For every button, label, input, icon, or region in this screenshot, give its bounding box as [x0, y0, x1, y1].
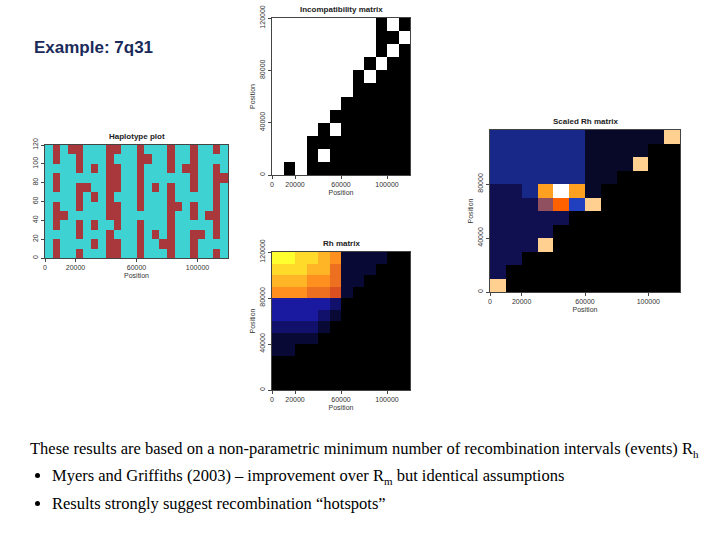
svg-text:0: 0: [270, 396, 274, 403]
svg-text:Incompatibility matrix: Incompatibility matrix: [300, 5, 383, 14]
svg-text:Position: Position: [329, 404, 354, 411]
svg-text:40000: 40000: [259, 112, 266, 132]
svg-text:0: 0: [488, 298, 492, 305]
svg-text:120000: 120000: [259, 5, 266, 28]
svg-text:Position: Position: [249, 308, 256, 333]
svg-text:Scaled Rh matrix: Scaled Rh matrix: [553, 117, 618, 126]
html-text:Example: 7q31: Example: 7q31: [34, 38, 154, 57]
svg-text:80: 80: [32, 178, 39, 186]
svg-text:20000: 20000: [512, 298, 532, 305]
svg-text:80000: 80000: [477, 173, 484, 193]
html-text:Results strongly suggest recom: Results strongly suggest recombination “…: [52, 493, 386, 513]
svg-text:100000: 100000: [375, 181, 398, 188]
svg-text:20000: 20000: [66, 264, 86, 271]
svg-text:60000: 60000: [331, 181, 351, 188]
svg-text:0: 0: [259, 172, 266, 176]
svg-text:0: 0: [43, 264, 47, 271]
svg-text:40000: 40000: [477, 227, 484, 247]
svg-text:0: 0: [259, 387, 266, 391]
svg-text:Position: Position: [467, 198, 474, 223]
svg-text:80000: 80000: [259, 287, 266, 307]
svg-text:Position: Position: [124, 272, 149, 279]
svg-text:Position: Position: [573, 306, 598, 313]
svg-text:60000: 60000: [127, 264, 147, 271]
svg-text:60000: 60000: [575, 298, 595, 305]
html-text:These results are based on a n: These results are based on a non-paramet…: [30, 439, 699, 461]
svg-text:20000: 20000: [285, 396, 305, 403]
svg-text:120000: 120000: [259, 239, 266, 262]
svg-text:0: 0: [32, 255, 39, 259]
svg-text:100000: 100000: [186, 264, 209, 271]
svg-text:100: 100: [32, 157, 39, 169]
svg-text:100000: 100000: [375, 396, 398, 403]
svg-text:120: 120: [32, 138, 39, 150]
svg-text:40: 40: [32, 215, 39, 223]
svg-text:Haplotype plot: Haplotype plot: [109, 132, 165, 141]
svg-text:20: 20: [32, 234, 39, 242]
html-text:Myers and Griffiths (2003) – i: Myers and Griffiths (2003) – improvement…: [52, 466, 565, 488]
svg-text:60000: 60000: [331, 396, 351, 403]
svg-text:0: 0: [270, 181, 274, 188]
svg-text:100000: 100000: [637, 298, 660, 305]
svg-text:20000: 20000: [285, 181, 305, 188]
svg-text:80000: 80000: [259, 59, 266, 79]
svg-text:40000: 40000: [259, 333, 266, 353]
svg-text:Position: Position: [249, 84, 256, 109]
svg-text:Rh matrix: Rh matrix: [323, 239, 360, 248]
svg-text:60: 60: [32, 196, 39, 204]
svg-text:0: 0: [477, 289, 484, 293]
svg-text:Position: Position: [329, 189, 354, 196]
